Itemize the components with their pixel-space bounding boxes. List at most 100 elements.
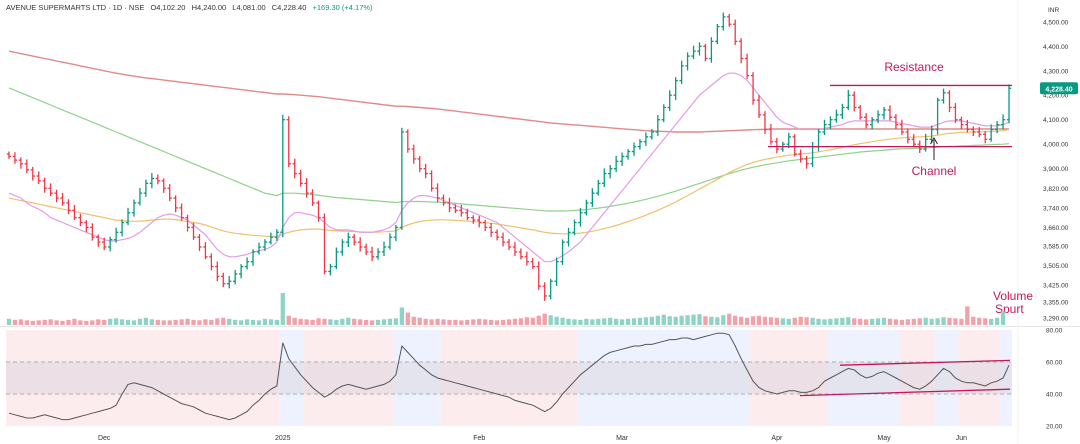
price-bar bbox=[6, 151, 12, 159]
volume-bar bbox=[625, 318, 631, 325]
volume-bar bbox=[369, 320, 375, 325]
price-bar bbox=[810, 141, 815, 168]
price-bar bbox=[191, 222, 196, 240]
volume-bar bbox=[899, 319, 905, 325]
price-bar bbox=[804, 155, 809, 169]
volume-bar bbox=[244, 319, 250, 325]
volume-bar bbox=[417, 317, 422, 325]
price-bar bbox=[149, 173, 155, 189]
volume-bar bbox=[560, 317, 565, 325]
volume-bar bbox=[447, 319, 452, 325]
volume-bar bbox=[375, 319, 381, 325]
volume-bar bbox=[42, 319, 47, 325]
volume-bar bbox=[750, 316, 756, 325]
price-bar bbox=[125, 207, 131, 226]
price-bar bbox=[155, 174, 160, 185]
price-bar bbox=[994, 120, 1000, 134]
rsi-zone-up bbox=[934, 330, 959, 426]
price-bar bbox=[554, 257, 559, 286]
volume-spurt-label: Volume bbox=[993, 289, 1033, 303]
volume-bar bbox=[221, 317, 226, 325]
volume-bar bbox=[352, 318, 357, 325]
price-bar bbox=[816, 128, 821, 152]
volume-bar bbox=[810, 317, 815, 325]
rsi-zone-mid bbox=[279, 362, 304, 394]
volume-bar bbox=[655, 315, 660, 325]
volume-bar bbox=[614, 318, 619, 325]
volume-bar bbox=[846, 317, 851, 325]
volume-bar bbox=[816, 318, 821, 325]
price-bar bbox=[661, 104, 666, 123]
volume-bar bbox=[834, 318, 839, 325]
price-bar bbox=[929, 125, 934, 143]
volume-bar bbox=[512, 318, 518, 325]
price-bar bbox=[625, 149, 631, 160]
volume-bar bbox=[238, 320, 244, 325]
price-bar bbox=[381, 241, 387, 257]
price-bar bbox=[60, 192, 65, 206]
price-bar bbox=[887, 105, 893, 121]
rsi-zone-up bbox=[827, 330, 899, 426]
price-bar bbox=[893, 114, 899, 130]
price-bar bbox=[578, 208, 583, 227]
rsi-zone-mid bbox=[303, 362, 393, 394]
price-bar bbox=[560, 239, 565, 265]
price-bar bbox=[215, 261, 220, 282]
volume-bar bbox=[959, 318, 964, 325]
volume-bar bbox=[840, 317, 845, 325]
volume-bar bbox=[6, 318, 12, 325]
volume-bar bbox=[411, 316, 416, 325]
price-tick-label: 4,100.00 bbox=[1043, 117, 1069, 124]
volume-bar bbox=[685, 315, 690, 325]
date-tick-label: May bbox=[877, 435, 891, 442]
price-tick-label: 3,355.00 bbox=[1043, 300, 1069, 307]
volume-bar bbox=[340, 318, 345, 325]
volume-bar bbox=[774, 317, 780, 325]
price-bar bbox=[613, 155, 619, 173]
price-bar bbox=[667, 90, 672, 112]
volume-bar bbox=[506, 319, 512, 325]
price-bar bbox=[185, 214, 190, 232]
price-bar bbox=[959, 116, 964, 130]
date-tick-label: Feb bbox=[473, 435, 485, 442]
price-tick-label: 3,425.00 bbox=[1043, 282, 1069, 289]
volume-bar bbox=[637, 317, 643, 325]
price-bar bbox=[328, 263, 333, 276]
price-bar bbox=[24, 159, 30, 174]
volume-bar bbox=[363, 319, 369, 325]
volume-bar bbox=[310, 319, 315, 325]
price-tick-label: 3,660.00 bbox=[1043, 225, 1069, 232]
volume-bar bbox=[941, 317, 946, 325]
volume-bar bbox=[881, 317, 887, 325]
volume-bar bbox=[483, 319, 488, 325]
volume-bar bbox=[822, 319, 827, 325]
price-bar bbox=[846, 89, 851, 111]
price-bar bbox=[721, 12, 726, 31]
price-change: +169.30 (+4.17%) bbox=[312, 3, 373, 12]
volume-bar bbox=[209, 319, 214, 325]
volume-bar bbox=[304, 319, 309, 325]
volume-bar bbox=[572, 319, 577, 325]
volume-bar bbox=[578, 319, 583, 325]
price-bar bbox=[542, 282, 547, 301]
rsi-tick-label: 60.00 bbox=[1046, 360, 1063, 367]
volume-bar bbox=[268, 319, 274, 325]
price-bar bbox=[947, 90, 952, 113]
volume-bar bbox=[875, 318, 881, 325]
price-bar bbox=[590, 188, 595, 207]
price-bar bbox=[304, 177, 309, 198]
volume-bar bbox=[18, 319, 24, 325]
rsi-zone-down bbox=[750, 330, 828, 426]
rsi-channel-lower bbox=[799, 388, 1011, 397]
price-bar bbox=[357, 237, 363, 252]
volume-bar bbox=[262, 318, 268, 325]
rsi-zone-down bbox=[6, 330, 280, 426]
price-bar bbox=[322, 213, 327, 275]
volume-bar bbox=[768, 317, 774, 325]
volume-bar bbox=[923, 317, 928, 325]
price-bar bbox=[274, 229, 280, 241]
price-bar bbox=[649, 129, 655, 140]
price-bar bbox=[280, 114, 285, 238]
price-bar bbox=[340, 239, 345, 256]
volume-bar bbox=[322, 318, 327, 325]
